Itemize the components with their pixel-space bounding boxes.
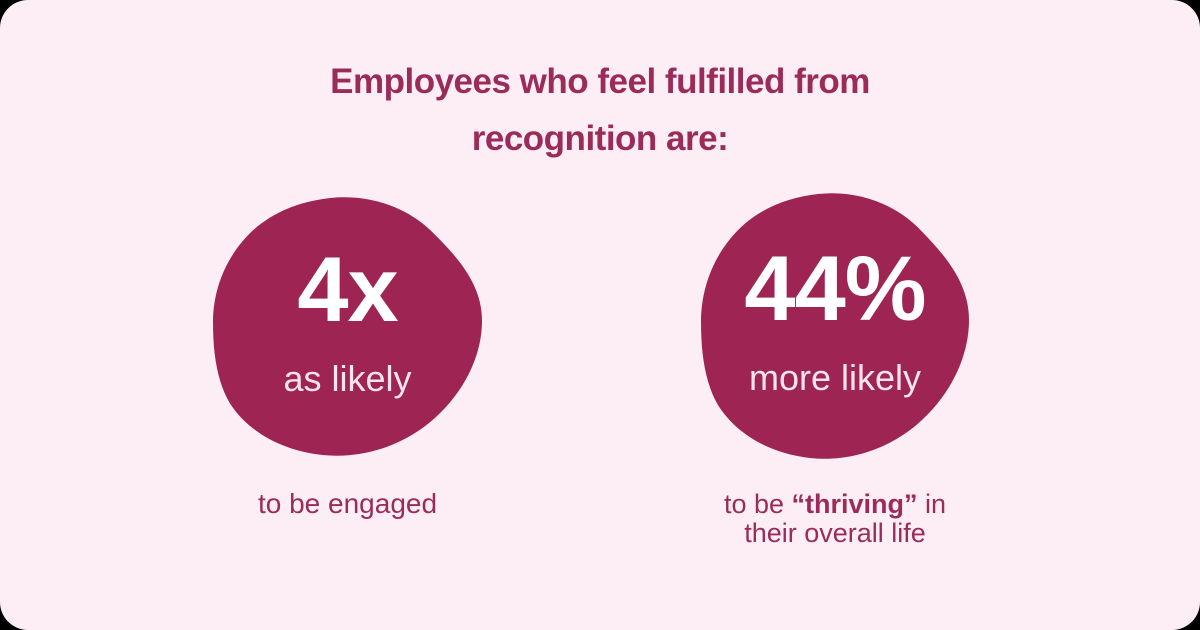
stat-qualifier-engaged: as likely <box>283 357 412 399</box>
stat-blob-thriving: 44% more likely <box>700 193 970 460</box>
blob-text-thriving: 44% more likely <box>700 193 970 460</box>
blob-shape <box>701 193 969 459</box>
caption-text-line2: their overall life <box>744 518 926 548</box>
stat-value-thriving: 44% <box>744 238 926 340</box>
caption-text: to be <box>723 489 792 519</box>
blob-shape <box>213 197 482 456</box>
title-line-1: Employees who feel fulfilled from <box>330 62 870 101</box>
stat-engaged: 4x as likely to be engaged <box>212 197 483 519</box>
stat-caption-thriving: to be “thriving” in their overall life <box>700 490 970 548</box>
stat-value-engaged: 4x <box>297 238 398 341</box>
title-line-2: recognition are: <box>471 119 729 158</box>
blob-text-engaged: 4x as likely <box>212 197 483 457</box>
caption-text: in <box>917 489 947 519</box>
stat-qualifier-thriving: more likely <box>748 357 922 398</box>
stat-thriving: 44% more likely to be “thriving” in their… <box>700 193 970 548</box>
page-title: Employees who feel fulfilled from recogn… <box>0 53 1200 167</box>
stat-blob-engaged: 4x as likely <box>212 197 483 457</box>
stat-caption-engaged: to be engaged <box>257 488 438 519</box>
caption-bold-thriving: “thriving” <box>791 489 918 519</box>
